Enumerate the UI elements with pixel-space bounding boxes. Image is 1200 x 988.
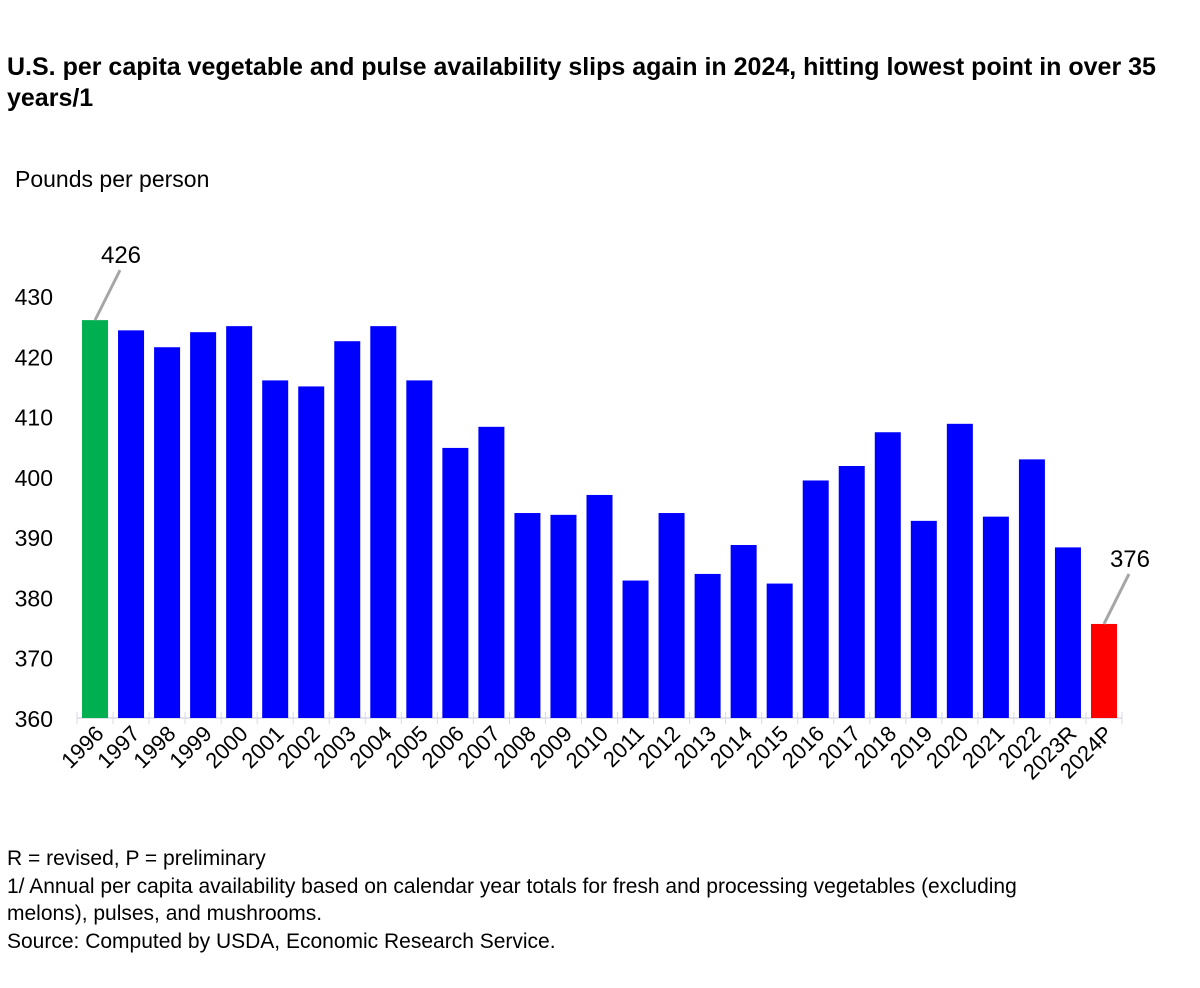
bar-2007 (478, 426, 505, 718)
bar-1996 (82, 320, 109, 718)
y-tick-label: 360 (15, 706, 53, 732)
y-tick-label: 420 (15, 344, 53, 370)
bar-2011 (622, 580, 649, 718)
bar-2017 (838, 466, 865, 718)
footnote-legend: R = revised, P = preliminary (7, 847, 266, 870)
bar-2013 (694, 573, 721, 718)
bar-2012 (658, 513, 685, 718)
bar-2004 (370, 326, 397, 718)
y-tick-label: 430 (15, 284, 53, 310)
bar-2000 (226, 326, 253, 718)
footnotes: R = revised, P = preliminary 1/ Annual p… (7, 845, 1187, 955)
y-tick-label: 400 (15, 465, 53, 491)
bar-2006 (442, 447, 469, 718)
y-tick-label: 410 (15, 405, 53, 431)
bar-2008 (514, 513, 541, 718)
bar-2015 (766, 583, 793, 718)
bar-2016 (802, 480, 829, 718)
footnote-1-line-2: melons), pulses, and mushrooms. (7, 902, 323, 925)
annotations: 426 376 (93, 242, 1150, 625)
bar-2002 (298, 386, 325, 718)
footnote-1-line-1: 1/ Annual per capita availability based … (7, 874, 1017, 898)
bar-2019 (910, 520, 937, 718)
bar-2009 (550, 514, 577, 718)
bar-2022 (1018, 459, 1045, 718)
bar-2010 (586, 494, 613, 718)
y-tick-label: 390 (15, 525, 53, 551)
bar-1999 (190, 332, 217, 718)
bar-2018 (874, 432, 901, 718)
bar-2020 (946, 423, 973, 718)
bar-2003 (334, 341, 361, 718)
bar-1997 (118, 330, 145, 718)
data-label-1996: 426 (101, 242, 141, 269)
callout-line (93, 269, 122, 321)
bar-2023R (1054, 547, 1081, 718)
callout-line (1102, 573, 1131, 625)
bar-1998 (154, 347, 181, 718)
bars (82, 320, 1117, 718)
bar-2005 (406, 380, 433, 718)
bar-2021 (982, 516, 1009, 718)
y-tick-label: 370 (15, 646, 53, 672)
chart-title: U.S. per capita vegetable and pulse avai… (7, 53, 1156, 112)
y-axis-label: Pounds per person (15, 166, 210, 192)
bar-2014 (730, 544, 757, 718)
x-axis-tick-labels: 1996199719981999200020012002200320042005… (56, 721, 1117, 785)
y-axis-ticks: 360 370 380 390 400 410 420 430 (15, 284, 53, 732)
y-tick-label: 380 (15, 585, 53, 611)
data-label-2024P: 376 (1110, 546, 1150, 573)
bar-2001 (262, 380, 289, 718)
footnote-source: Source: Computed by USDA, Economic Resea… (7, 929, 556, 953)
bar-2024P (1090, 623, 1117, 718)
